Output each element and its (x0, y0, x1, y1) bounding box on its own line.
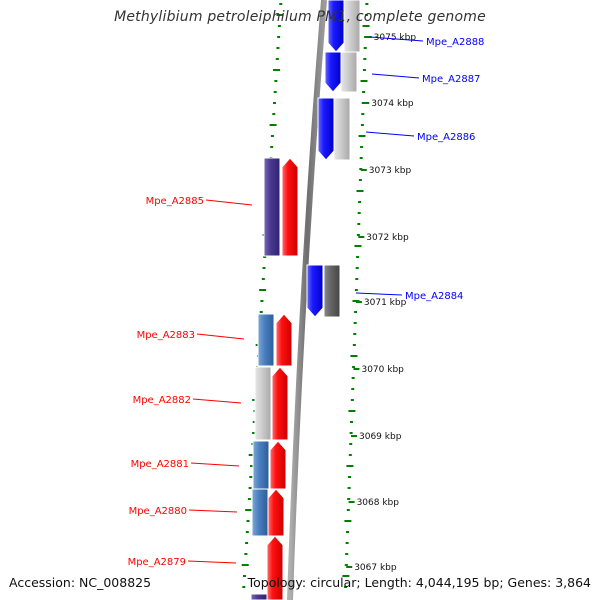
forward-gene-arrow (271, 366, 289, 441)
scale-tick-label: 3069 kbp (359, 432, 402, 442)
reverse-gene-arrow (317, 97, 335, 161)
gene-label-leader (196, 333, 245, 340)
topology-summary-text: Topology: circular; Length: 4,044,195 bp… (247, 575, 591, 590)
scale-tick-label: 3070 kbp (361, 365, 404, 375)
cog-box (263, 157, 281, 257)
backbone-arc (287, 0, 327, 600)
forward-gene-arrow (269, 440, 287, 490)
scale-tick-label: 3073 kbp (369, 166, 412, 176)
forward-gene-arrow (266, 535, 284, 600)
gene-label-leader (355, 292, 403, 296)
scale-tick-label: 3067 kbp (354, 563, 397, 573)
map-title: Methylibium petroleiphilum PM1, complete… (114, 9, 486, 25)
cog-box (257, 313, 275, 367)
reverse-gene-arrow (324, 51, 342, 93)
forward-gene-label: Mpe_A2883 (137, 330, 195, 341)
forward-gene-arrow (267, 488, 285, 537)
gene-label-leader (369, 36, 424, 42)
cog-box (251, 488, 269, 537)
cog-box (323, 264, 341, 318)
forward-gene-label: Mpe_A2880 (129, 506, 187, 517)
gene-label-leader (371, 73, 420, 79)
reverse-gene-label: Mpe_A2887 (422, 74, 480, 85)
scale-tick-label: 3075 kbp (374, 33, 417, 43)
gene-label-leader (192, 398, 242, 404)
cog-box (252, 440, 270, 490)
reverse-gene-label: Mpe_A2886 (417, 132, 475, 143)
scale-tick-label: 3074 kbp (371, 99, 414, 109)
cog-box (343, 0, 361, 53)
cog-box (250, 593, 268, 600)
gene-label-leader (187, 560, 237, 564)
reverse-gene-label: Mpe_A2888 (426, 37, 484, 48)
cog-box (254, 366, 272, 441)
gene-label-leader (190, 462, 240, 467)
gene-label-leader (365, 131, 415, 137)
cog-features (250, 0, 361, 600)
scale-tick-label: 3072 kbp (366, 233, 409, 243)
cog-box (340, 51, 358, 93)
forward-gene-label: Mpe_A2879 (128, 557, 186, 568)
forward-gene-arrow (281, 157, 299, 257)
gene-labels: Mpe_A2888 Mpe_A2887 Mpe_A2886 Mpe_A2884 Mpe_… (128, 36, 484, 568)
gene-label-leader (188, 509, 238, 513)
gene-label-leader (205, 199, 253, 206)
forward-gene-label: Mpe_A2885 (146, 196, 204, 207)
genome-backbone (287, 0, 327, 600)
reverse-gene-arrow (327, 0, 345, 53)
scale-tick-label: 3071 kbp (364, 298, 407, 308)
forward-gene-label: Mpe_A2881 (131, 459, 189, 470)
reverse-gene-arrow (306, 264, 324, 318)
forward-gene-label: Mpe_A2882 (133, 395, 191, 406)
cog-box (333, 97, 351, 161)
reverse-gene-label: Mpe_A2884 (405, 291, 463, 302)
accession-text: Accession: NC_008825 (9, 575, 152, 590)
scale-ticks: 3075 kbp 3074 kbp 3073 kbp 3072 kbp 3071 kbp… (346, 33, 416, 573)
scale-tick-label: 3068 kbp (357, 498, 400, 508)
forward-gene-arrow (275, 313, 293, 367)
